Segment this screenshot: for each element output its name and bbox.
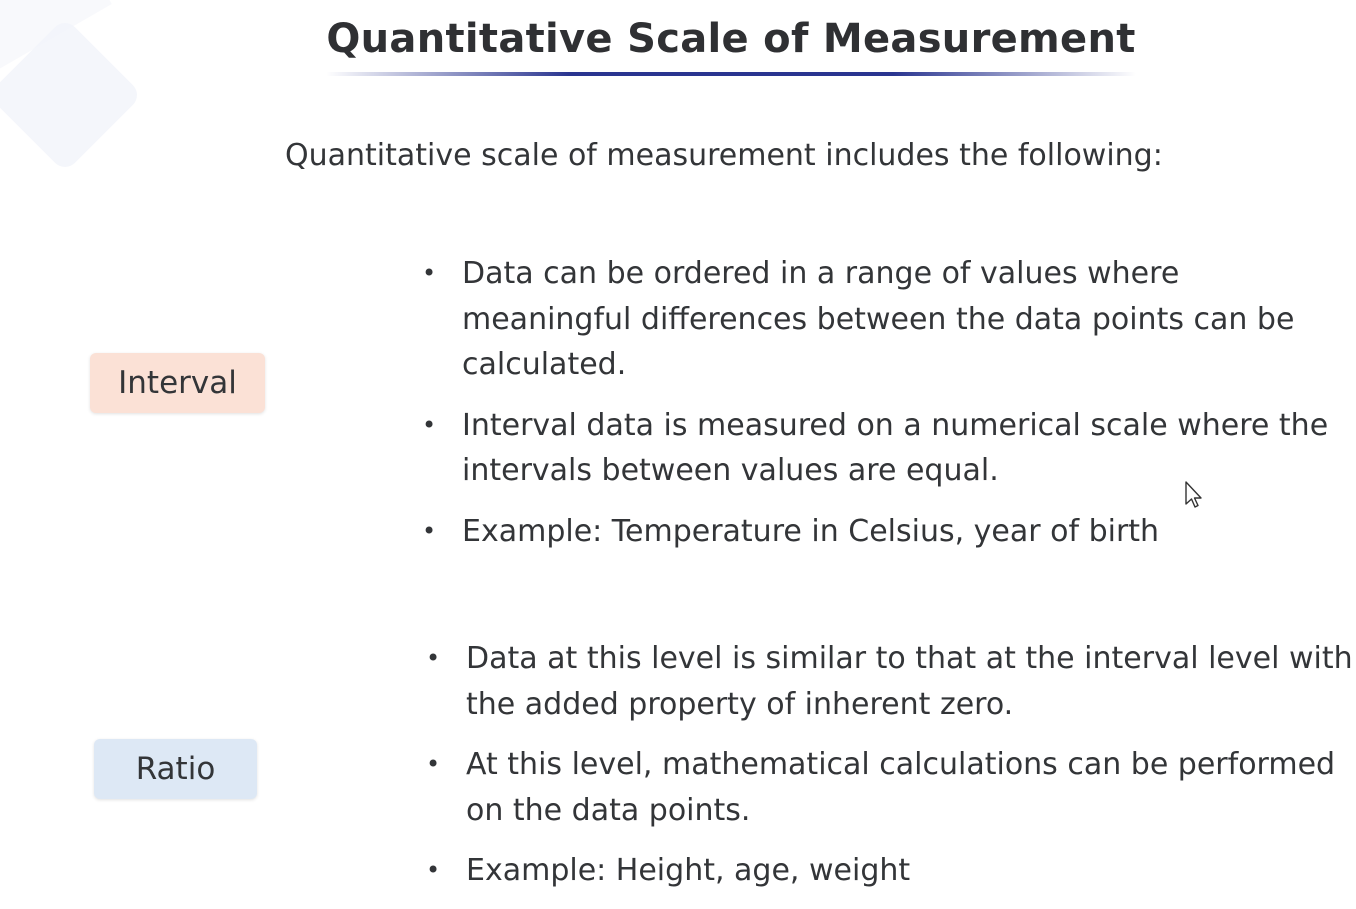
bullet-text: Example: Height, age, weight bbox=[466, 853, 911, 888]
list-item: • At this level, mathematical calculatio… bbox=[426, 742, 1354, 833]
bullet-text: At this level, mathematical calculations… bbox=[466, 747, 1336, 828]
bullet-icon: • bbox=[422, 516, 437, 545]
bullet-icon: • bbox=[422, 259, 437, 287]
list-item: • Example: Temperature in Celsius, year … bbox=[422, 509, 1352, 555]
bullet-icon: • bbox=[426, 644, 441, 672]
bullet-text: Data at this level is similar to that at… bbox=[466, 641, 1353, 722]
bullet-icon: • bbox=[422, 410, 437, 439]
list-item: • Data can be ordered in a range of valu… bbox=[422, 251, 1352, 388]
list-item: • Example: Height, age, weight bbox=[426, 848, 1354, 894]
mouse-pointer-icon bbox=[1185, 481, 1202, 508]
list-item: • Interval data is measured on a numeric… bbox=[422, 403, 1352, 494]
slide-intro: Quantitative scale of measurement includ… bbox=[285, 138, 1163, 173]
interval-badge: Interval bbox=[90, 353, 265, 413]
ratio-bullet-list: • Data at this level is similar to that … bbox=[426, 636, 1354, 909]
bullet-icon: • bbox=[426, 856, 441, 884]
bullet-text: Data can be ordered in a range of values… bbox=[462, 256, 1295, 382]
bullet-text: Interval data is measured on a numerical… bbox=[462, 407, 1329, 489]
list-item: • Data at this level is similar to that … bbox=[426, 636, 1354, 727]
title-underline bbox=[326, 72, 1136, 76]
bullet-icon: • bbox=[426, 750, 441, 778]
ratio-badge: Ratio bbox=[94, 739, 257, 799]
slide-title: Quantitative Scale of Measurement bbox=[326, 16, 1136, 62]
interval-bullet-list: • Data can be ordered in a range of valu… bbox=[422, 251, 1352, 569]
bullet-text: Example: Temperature in Celsius, year of… bbox=[462, 513, 1160, 549]
